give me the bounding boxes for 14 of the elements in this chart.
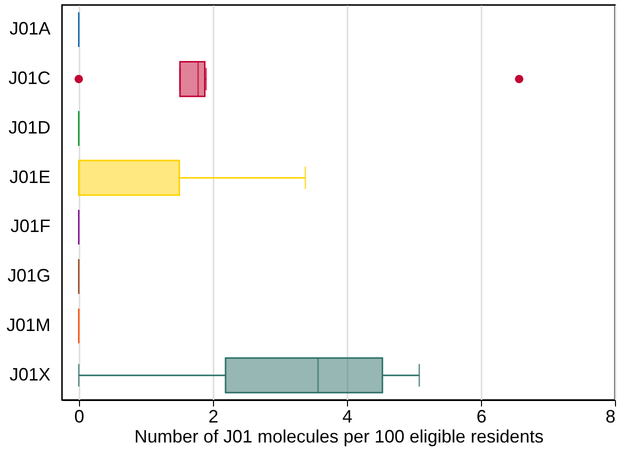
y-tick-label: J01G bbox=[7, 266, 50, 286]
x-axis-title: Number of J01 molecules per 100 eligible residents bbox=[134, 426, 544, 446]
x-tick-label: 0 bbox=[74, 406, 84, 426]
x-tick-label: 6 bbox=[476, 406, 486, 426]
y-tick-label: J01X bbox=[9, 364, 50, 384]
y-tick-label: J01C bbox=[8, 68, 50, 88]
y-tick-label: J01D bbox=[8, 117, 50, 138]
x-tick-label: 4 bbox=[342, 406, 352, 426]
y-tick-label: J01M bbox=[6, 314, 50, 335]
y-tick-label: J01E bbox=[9, 166, 50, 187]
x-tick-label: 8 bbox=[605, 406, 616, 426]
y-tick-label: J01F bbox=[10, 216, 50, 236]
y-tick-label: J01A bbox=[9, 18, 50, 39]
x-tick-label: 2 bbox=[208, 406, 218, 426]
